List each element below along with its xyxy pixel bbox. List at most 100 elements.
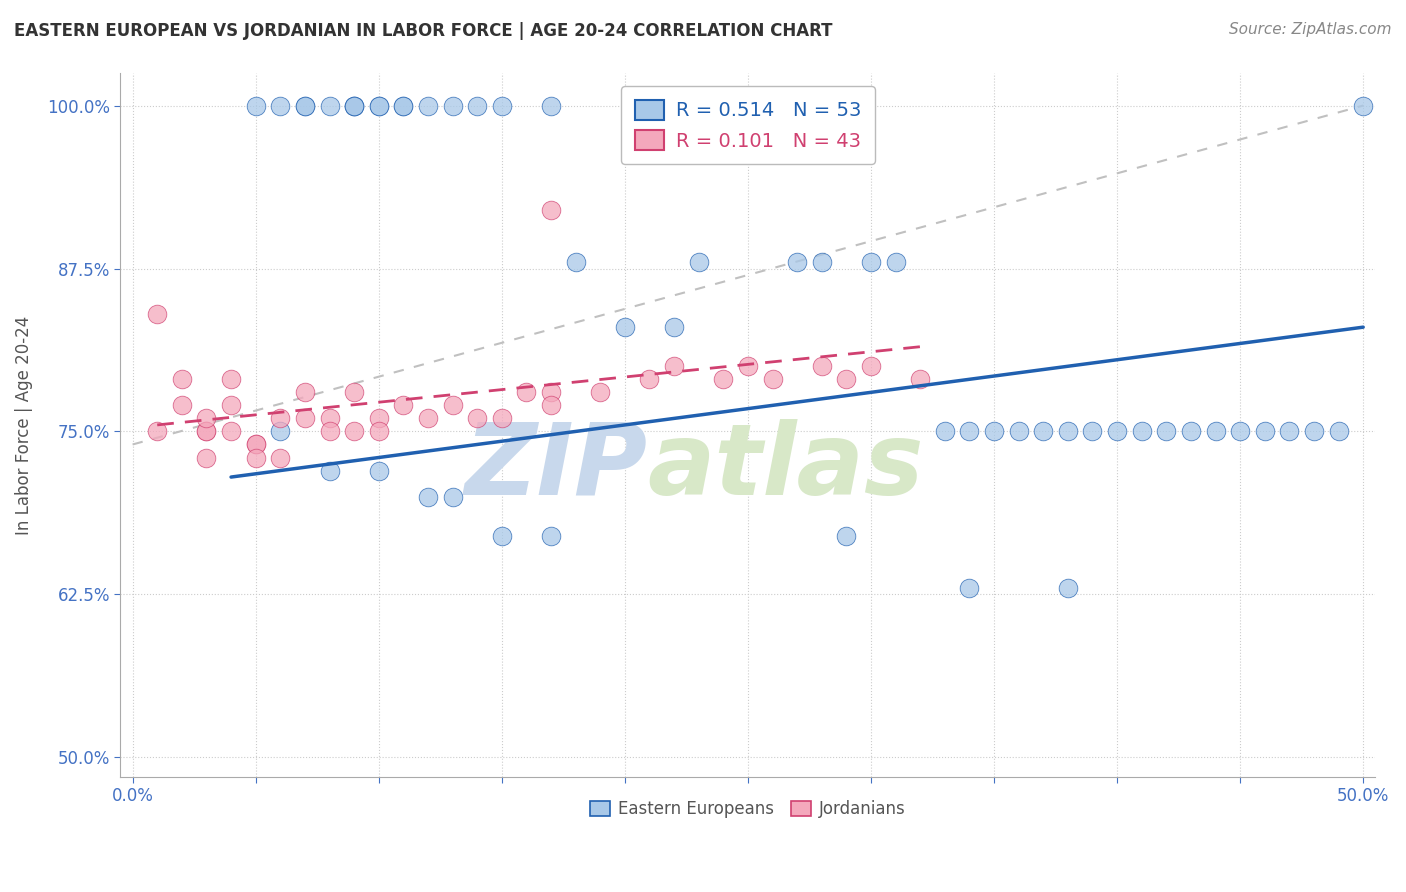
Point (1327, 425, 1350, 439)
Point (195, 425, 218, 439)
Point (737, 359, 759, 374)
Point (613, 320, 636, 334)
Point (392, 98, 415, 112)
Point (367, 464, 389, 478)
Point (465, 98, 488, 112)
Point (540, 202, 562, 217)
Point (146, 307, 169, 321)
Point (810, 359, 832, 374)
Point (761, 372, 783, 386)
Point (1353, 98, 1375, 112)
Point (957, 581, 980, 595)
Point (884, 255, 907, 269)
Point (245, 437, 267, 451)
Point (491, 529, 513, 543)
Point (810, 255, 832, 269)
Point (540, 385, 562, 400)
Point (1056, 581, 1078, 595)
Point (195, 450, 218, 465)
Point (638, 372, 661, 386)
Point (294, 385, 316, 400)
Point (343, 98, 366, 112)
Point (269, 425, 291, 439)
Point (1032, 425, 1054, 439)
Point (367, 98, 389, 112)
Point (1180, 425, 1202, 439)
Point (392, 98, 415, 112)
Point (441, 398, 464, 412)
Point (934, 425, 956, 439)
Point (245, 450, 267, 465)
Point (1107, 425, 1129, 439)
Point (294, 98, 316, 112)
Point (859, 255, 882, 269)
Point (195, 411, 218, 425)
Point (1229, 425, 1251, 439)
Point (491, 411, 513, 425)
Point (515, 385, 537, 400)
Point (835, 372, 858, 386)
Point (392, 398, 415, 412)
Point (540, 529, 562, 543)
Point (491, 98, 513, 112)
Point (343, 425, 366, 439)
Point (786, 255, 808, 269)
Point (219, 398, 242, 412)
Point (146, 425, 169, 439)
Point (908, 372, 931, 386)
Point (367, 425, 389, 439)
Point (662, 320, 685, 334)
Point (416, 490, 439, 504)
Point (859, 359, 882, 374)
Text: ZIP: ZIP (464, 418, 648, 516)
Text: atlas: atlas (648, 418, 924, 516)
Point (343, 385, 366, 400)
Point (957, 425, 980, 439)
Point (983, 425, 1005, 439)
Point (318, 464, 340, 478)
Text: EASTERN EUROPEAN VS JORDANIAN IN LABOR FORCE | AGE 20-24 CORRELATION CHART: EASTERN EUROPEAN VS JORDANIAN IN LABOR F… (14, 22, 832, 40)
Point (416, 98, 439, 112)
Point (662, 359, 685, 374)
Point (711, 372, 734, 386)
Point (1254, 425, 1277, 439)
Point (1130, 425, 1153, 439)
Point (1278, 425, 1301, 439)
Text: Source: ZipAtlas.com: Source: ZipAtlas.com (1229, 22, 1392, 37)
Point (441, 98, 464, 112)
Point (343, 98, 366, 112)
Point (269, 98, 291, 112)
Point (1205, 425, 1227, 439)
Point (294, 411, 316, 425)
Point (688, 255, 710, 269)
Point (318, 98, 340, 112)
Point (1303, 425, 1326, 439)
Point (589, 385, 612, 400)
Point (416, 411, 439, 425)
Point (245, 98, 267, 112)
Point (269, 450, 291, 465)
Point (195, 425, 218, 439)
Point (294, 98, 316, 112)
Point (343, 98, 366, 112)
Point (540, 398, 562, 412)
Point (1007, 425, 1029, 439)
Point (318, 411, 340, 425)
Point (1156, 425, 1178, 439)
Point (1081, 425, 1104, 439)
Point (1056, 425, 1078, 439)
Point (170, 372, 193, 386)
Legend: Eastern Europeans, Jordanians: Eastern Europeans, Jordanians (583, 794, 912, 825)
Point (564, 255, 586, 269)
Point (269, 411, 291, 425)
Point (465, 411, 488, 425)
Point (245, 437, 267, 451)
Point (367, 98, 389, 112)
Point (540, 98, 562, 112)
Point (835, 529, 858, 543)
Point (219, 372, 242, 386)
Point (318, 425, 340, 439)
Point (367, 411, 389, 425)
Point (219, 425, 242, 439)
Y-axis label: In Labor Force | Age 20-24: In Labor Force | Age 20-24 (15, 315, 32, 534)
